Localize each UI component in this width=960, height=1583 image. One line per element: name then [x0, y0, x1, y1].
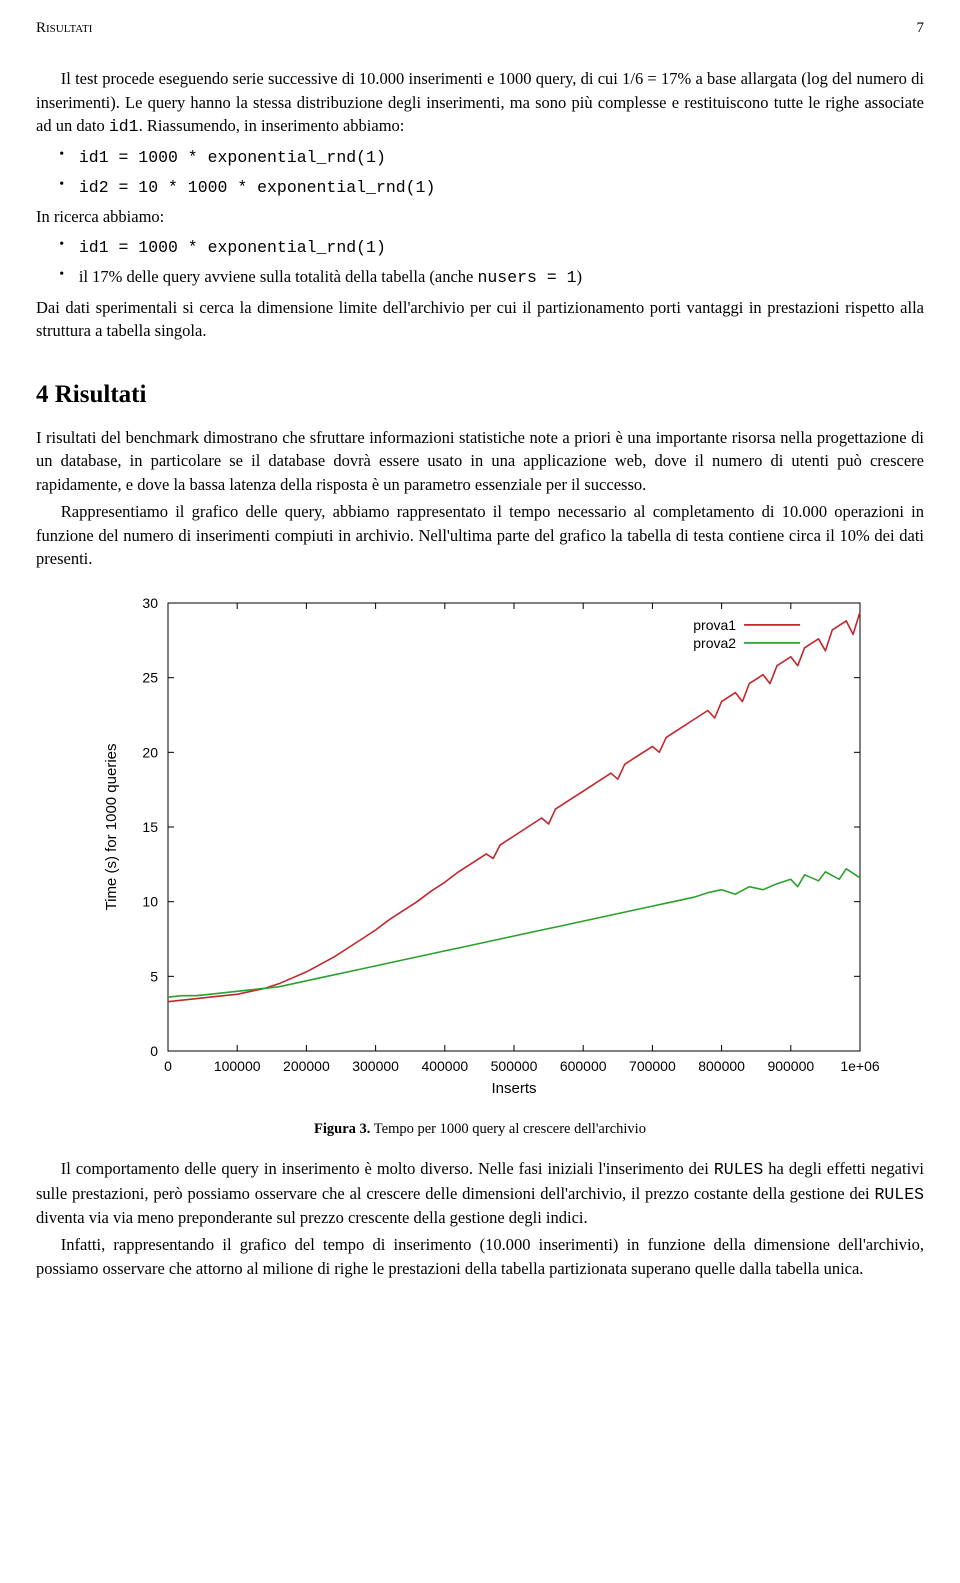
line-chart: 0 5 10 15 20 25 30 0 100000 200000 300000 400000 500… [80, 591, 880, 1111]
running-header-left: Risultati [36, 18, 92, 39]
svg-text:10: 10 [142, 893, 158, 909]
svg-text:100000: 100000 [214, 1058, 261, 1074]
svg-text:0: 0 [164, 1058, 172, 1074]
page-number: 7 [917, 18, 925, 39]
paragraph-results-2: Rappresentiamo il grafico delle query, a… [36, 500, 924, 570]
figure-3: 0 5 10 15 20 25 30 0 100000 200000 300000 400000 500… [80, 591, 880, 1111]
insert-list: id1 = 1000 * exponential_rnd(1) id2 = 10… [36, 145, 924, 200]
search-lead: In ricerca abbiamo: [36, 205, 924, 228]
svg-text:700000: 700000 [629, 1058, 676, 1074]
svg-text:900000: 900000 [767, 1058, 814, 1074]
svg-text:25: 25 [142, 669, 158, 685]
svg-text:30: 30 [142, 595, 158, 611]
figure-3-caption: Figura 3. Tempo per 1000 query al cresce… [36, 1119, 924, 1140]
insert-item: id1 = 1000 * exponential_rnd(1) [79, 145, 924, 169]
search-list: id1 = 1000 * exponential_rnd(1) il 17% d… [36, 235, 924, 290]
svg-text:400000: 400000 [421, 1058, 468, 1074]
svg-text:500000: 500000 [491, 1058, 538, 1074]
svg-text:600000: 600000 [560, 1058, 607, 1074]
section-4-title: 4 Risultati [36, 377, 924, 413]
paragraph-insert-behavior: Il comportamento delle query in inserime… [36, 1157, 924, 1229]
svg-text:300000: 300000 [352, 1058, 399, 1074]
svg-text:800000: 800000 [698, 1058, 745, 1074]
svg-text:1e+06: 1e+06 [840, 1058, 880, 1074]
running-header: Risultati 7 [36, 18, 924, 39]
svg-text:prova1: prova1 [693, 616, 736, 632]
paragraph-conclusion: Dai dati sperimentali si cerca la dimens… [36, 296, 924, 343]
svg-text:prova2: prova2 [693, 634, 736, 650]
svg-text:15: 15 [142, 819, 158, 835]
svg-text:Inserts: Inserts [491, 1080, 536, 1097]
svg-text:Time (s) for 1000 queries: Time (s) for 1000 queries [103, 743, 120, 910]
paragraph-results-1: I risultati del benchmark dimostrano che… [36, 426, 924, 496]
search-item: il 17% delle query avviene sulla totalit… [79, 265, 924, 289]
paragraph-insert-graph: Infatti, rappresentando il grafico del t… [36, 1233, 924, 1280]
search-item: id1 = 1000 * exponential_rnd(1) [79, 235, 924, 259]
svg-text:0: 0 [150, 1043, 158, 1059]
insert-item: id2 = 10 * 1000 * exponential_rnd(1) [79, 175, 924, 199]
svg-text:200000: 200000 [283, 1058, 330, 1074]
svg-text:20: 20 [142, 744, 158, 760]
paragraph-intro: Il test procede eseguendo serie successi… [36, 67, 924, 138]
svg-text:5: 5 [150, 968, 158, 984]
code-id1: id1 [109, 117, 139, 136]
